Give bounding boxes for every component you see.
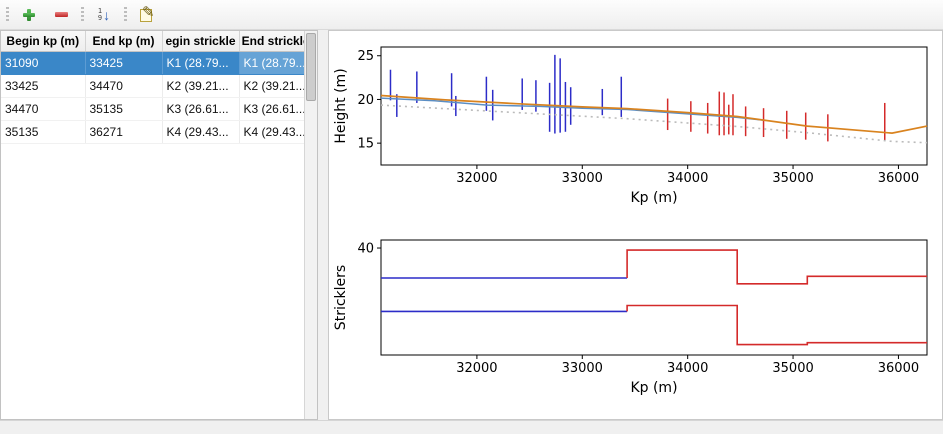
sort-digit-bottom: 9 [97, 13, 103, 22]
table-row[interactable]: 34470 35135 K3 (26.61... K3 (26.61... [1, 97, 304, 121]
sort-digit-top: 1 [97, 6, 103, 15]
svg-text:33000: 33000 [562, 171, 603, 186]
column-header[interactable]: egin strickle [162, 31, 240, 52]
table-cell[interactable]: K1 (28.79... [239, 51, 304, 75]
segments-table: Begin kp (m) End kp (m) egin strickle End s… [1, 31, 304, 419]
minus-icon [54, 12, 68, 17]
table-cell[interactable]: K4 (29.43... [162, 120, 240, 144]
svg-text:34000: 34000 [667, 171, 708, 186]
table-cell[interactable]: K2 (39.21... [162, 74, 240, 98]
segments-panel: Begin kp (m) End kp (m) egin strickle End s… [0, 30, 318, 420]
panel-splitter[interactable] [318, 30, 328, 420]
table-cell[interactable]: 34470 [1, 97, 86, 121]
stricklers-chart: 32000 33000 34000 35000 36000 40 Kp (m) Strickl… [333, 239, 928, 396]
svg-text:36000: 36000 [878, 171, 919, 186]
status-bar [0, 420, 943, 434]
table-cell[interactable]: 33425 [85, 51, 163, 75]
table-scrollbar[interactable] [304, 31, 317, 419]
column-header[interactable]: Begin kp (m) [1, 31, 86, 52]
table-cell[interactable]: 35135 [1, 120, 86, 144]
toolbar-drag-handle[interactable] [124, 6, 127, 23]
table-cell[interactable]: 34470 [85, 74, 163, 98]
sort-numeric-icon: 1 9 ↓ [97, 6, 111, 23]
svg-text:Kp (m): Kp (m) [630, 190, 677, 206]
table-row[interactable]: 33425 34470 K2 (39.21... K2 (39.21... [1, 74, 304, 98]
table-cell[interactable]: 35135 [85, 97, 163, 121]
table-cell[interactable]: K3 (26.61... [162, 97, 240, 121]
svg-text:25: 25 [357, 49, 374, 64]
svg-text:32000: 32000 [456, 171, 497, 186]
column-header[interactable]: End kp (m) [85, 31, 163, 52]
table-cell[interactable]: K2 (39.21... [239, 74, 304, 98]
table-cell[interactable]: K4 (29.43... [239, 120, 304, 144]
table-row[interactable]: 35135 36271 K4 (29.43... K4 (29.43... [1, 120, 304, 144]
table-cell[interactable]: K1 (28.79... [162, 51, 240, 75]
table-header-row: Begin kp (m) End kp (m) egin strickle End s… [1, 31, 304, 52]
arrow-down-icon: ↓ [103, 6, 111, 23]
table-cell[interactable]: K3 (26.61... [239, 97, 304, 121]
table-cell[interactable]: 31090 [1, 51, 86, 75]
svg-text:Stricklers: Stricklers [333, 265, 349, 330]
charts-panel: 32000 33000 34000 35000 36000 15 20 25 Kp (m) Hei… [328, 30, 943, 420]
svg-text:15: 15 [357, 137, 374, 152]
svg-text:40: 40 [357, 242, 374, 257]
add-row-button[interactable] [17, 3, 41, 27]
svg-text:35000: 35000 [772, 171, 813, 186]
remove-row-button[interactable] [49, 3, 73, 27]
svg-text:35000: 35000 [772, 361, 813, 376]
plus-icon [22, 8, 36, 22]
table-body: 31090 33425 K1 (28.79... K1 (28.79... 33425 3… [1, 51, 304, 144]
toolbar-drag-handle[interactable] [6, 6, 9, 23]
svg-text:32000: 32000 [456, 361, 497, 376]
toolbar: 1 9 ↓ ✎ [0, 0, 943, 30]
edit-pencil-icon: ✎ [140, 3, 155, 22]
sort-button[interactable]: 1 9 ↓ [92, 3, 116, 27]
svg-text:36000: 36000 [878, 361, 919, 376]
table-cell[interactable]: 33425 [1, 74, 86, 98]
edit-button[interactable]: ✎ [135, 3, 159, 27]
table-row[interactable]: 31090 33425 K1 (28.79... K1 (28.79... [1, 51, 304, 75]
svg-text:33000: 33000 [562, 361, 603, 376]
svg-text:Kp (m): Kp (m) [630, 380, 677, 396]
table-cell[interactable]: 36271 [85, 120, 163, 144]
svg-text:Height (m): Height (m) [333, 68, 349, 143]
toolbar-drag-handle[interactable] [81, 6, 84, 23]
height-profile-chart: 32000 33000 34000 35000 36000 15 20 25 Kp (m) Hei… [333, 46, 928, 206]
column-header[interactable]: End strickler [239, 31, 304, 52]
scrollbar-thumb[interactable] [306, 33, 316, 101]
svg-text:34000: 34000 [667, 361, 708, 376]
main-area: Begin kp (m) End kp (m) egin strickle End s… [0, 30, 943, 420]
svg-text:20: 20 [357, 93, 374, 108]
